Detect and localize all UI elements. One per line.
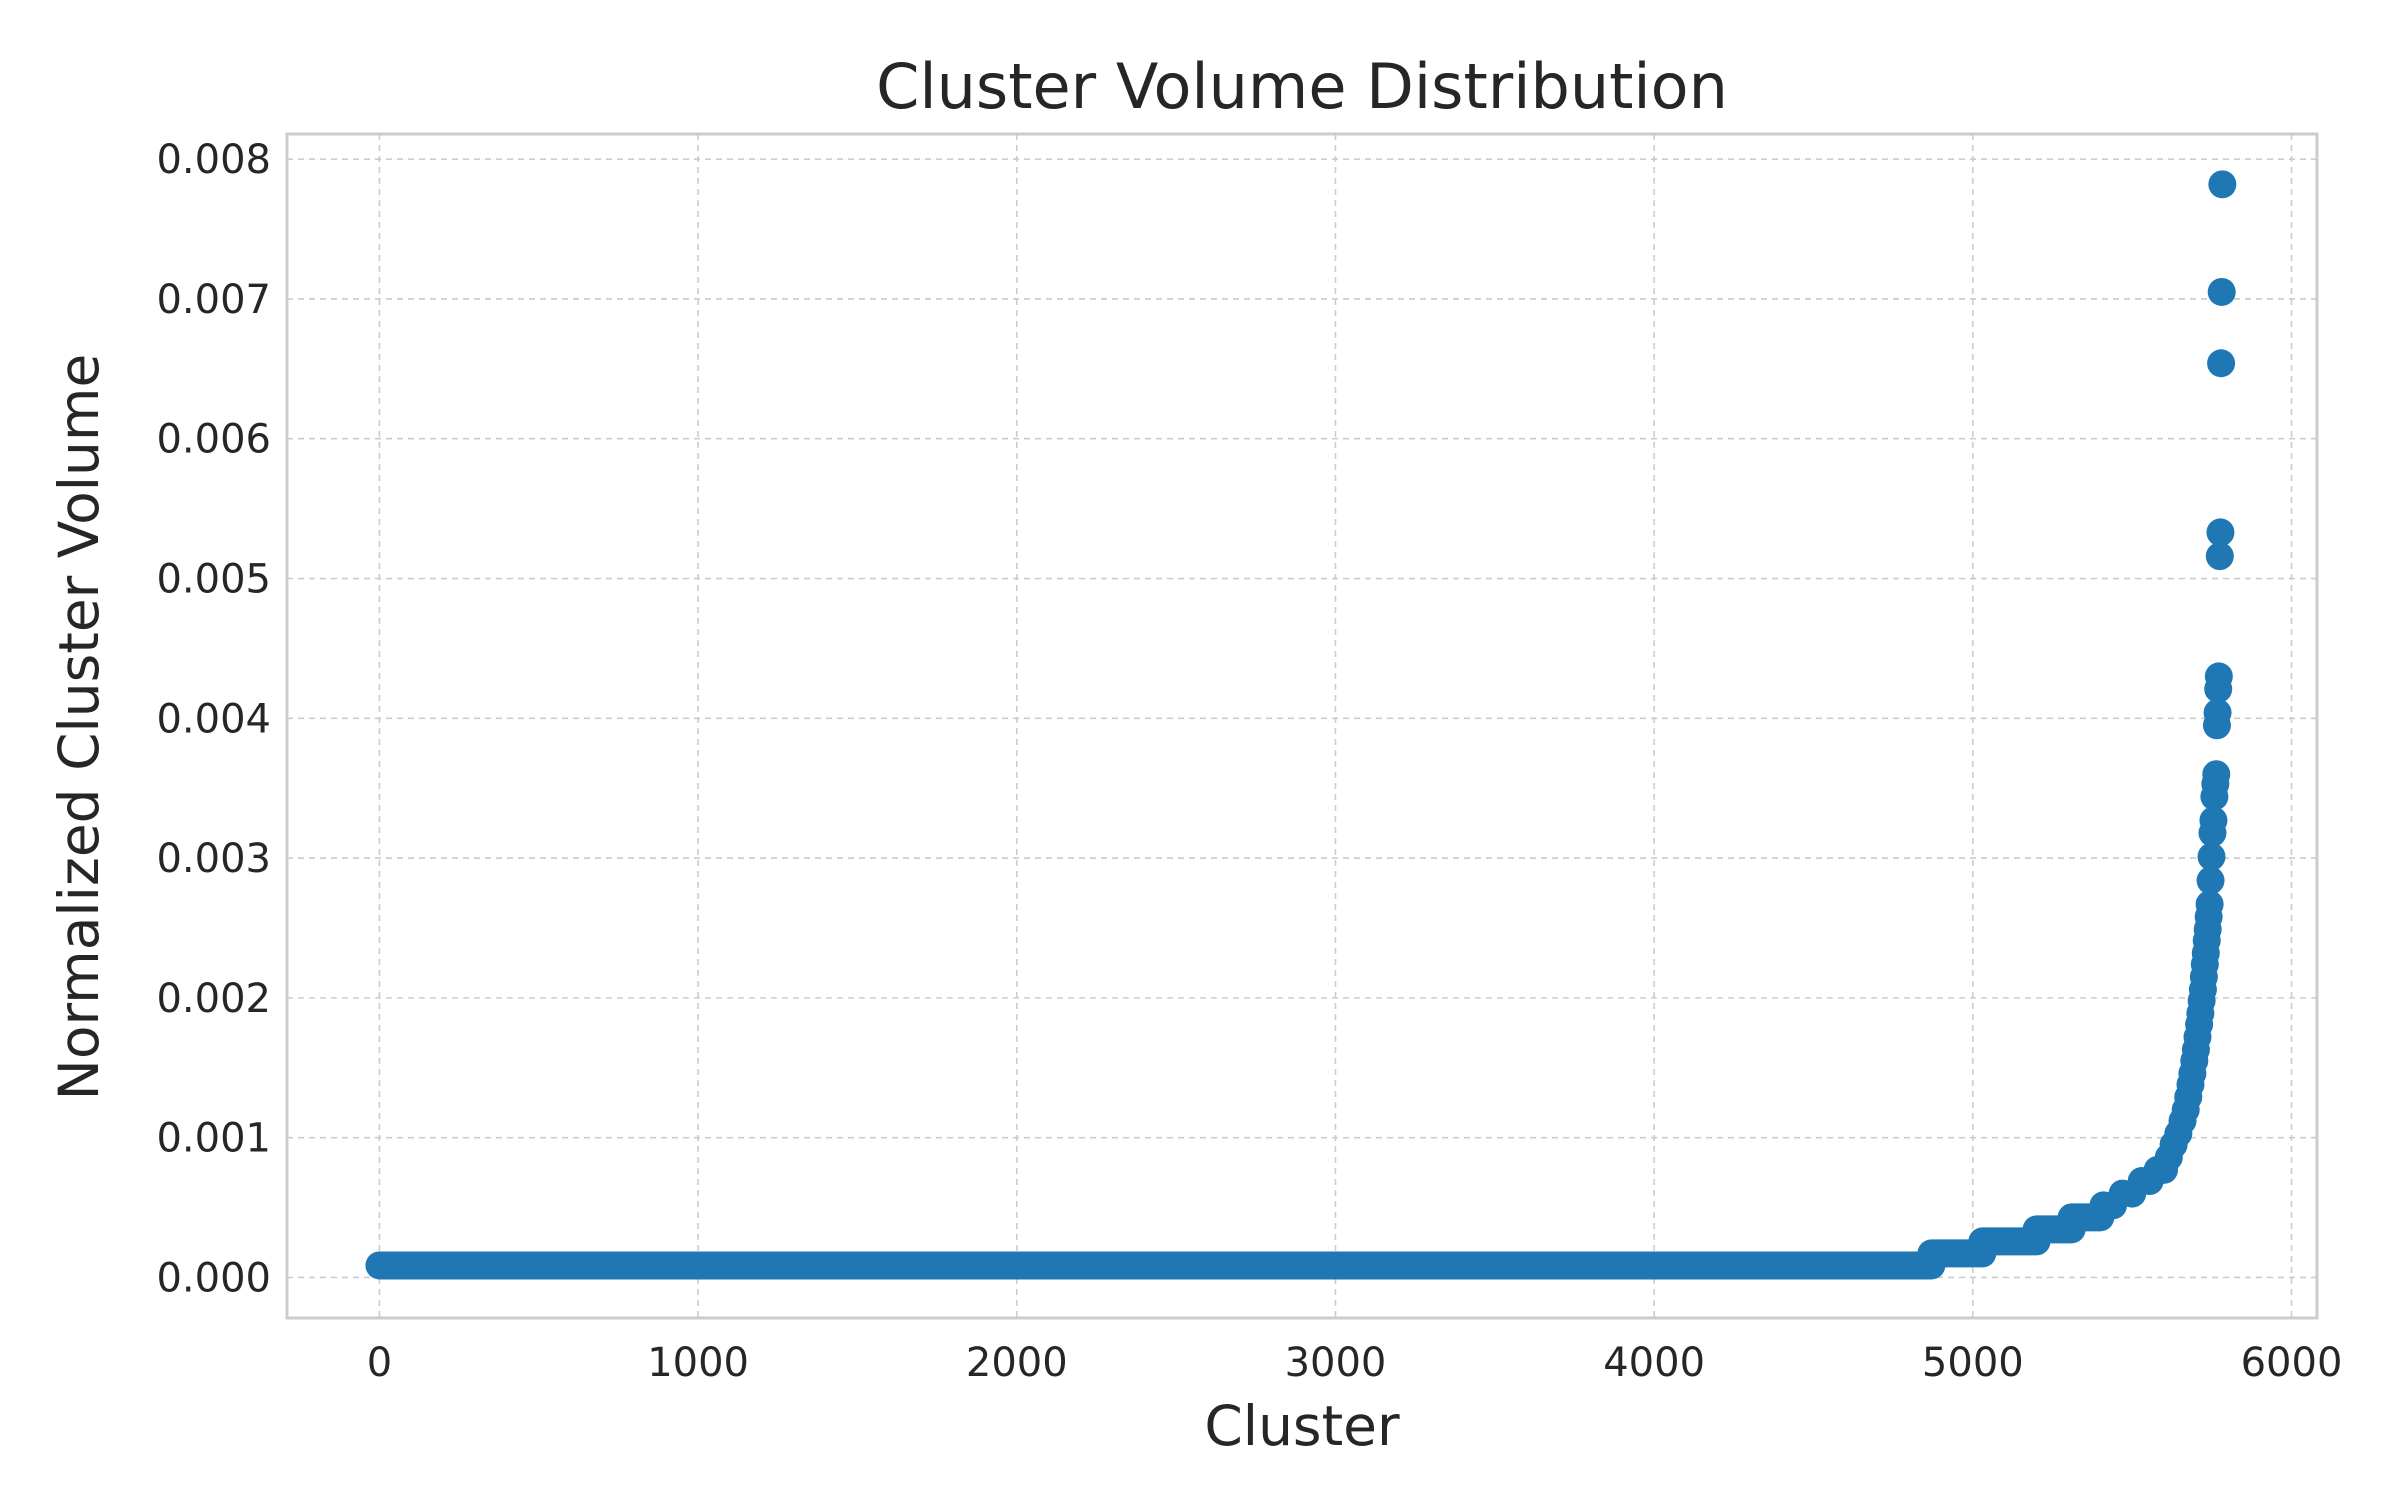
y-tick-labels: 0.000 0.001 0.002 0.003 0.004 0.005 0.006 0.007…	[156, 137, 271, 1301]
data-point	[2206, 518, 2235, 547]
data-point	[2205, 542, 2234, 571]
x-tick-label: 2000	[966, 1340, 1068, 1386]
x-tick-label: 1000	[647, 1340, 749, 1386]
x-tick-label: 3000	[1285, 1340, 1387, 1386]
x-tick-labels: 0 1000 2000 3000 4000 5000 6000	[367, 1340, 2343, 1386]
y-tick-label: 0.001	[156, 1116, 271, 1162]
y-axis-title: Normalized Cluster Volume	[47, 354, 111, 1101]
x-tick-label: 4000	[1603, 1340, 1705, 1386]
y-tick-label: 0.005	[156, 557, 271, 603]
y-tick-label: 0.003	[156, 836, 271, 882]
data-point	[2199, 806, 2228, 835]
data-point	[2204, 662, 2233, 691]
chart-title: Cluster Volume Distribution	[876, 50, 1728, 123]
data-point	[2196, 866, 2225, 895]
x-tick-label: 5000	[1922, 1340, 2024, 1386]
data-point	[2203, 698, 2232, 727]
y-tick-label: 0.000	[156, 1255, 271, 1301]
y-tick-label: 0.007	[156, 277, 271, 323]
x-axis-title: Cluster	[1204, 1394, 1400, 1458]
y-tick-label: 0.004	[156, 696, 271, 742]
y-tick-label: 0.002	[156, 976, 271, 1022]
y-tick-label: 0.008	[156, 137, 271, 183]
data-point	[2195, 890, 2224, 919]
x-tick-label: 6000	[2241, 1340, 2343, 1386]
data-point	[2208, 170, 2237, 199]
data-point	[2207, 277, 2236, 306]
data-points	[365, 170, 2237, 1280]
x-tick-label: 0	[367, 1340, 392, 1386]
data-point	[2207, 349, 2236, 378]
plot-frame	[285, 132, 2319, 1320]
data-point	[2197, 842, 2226, 871]
data-point	[2202, 760, 2231, 789]
y-tick-label: 0.006	[156, 417, 271, 463]
